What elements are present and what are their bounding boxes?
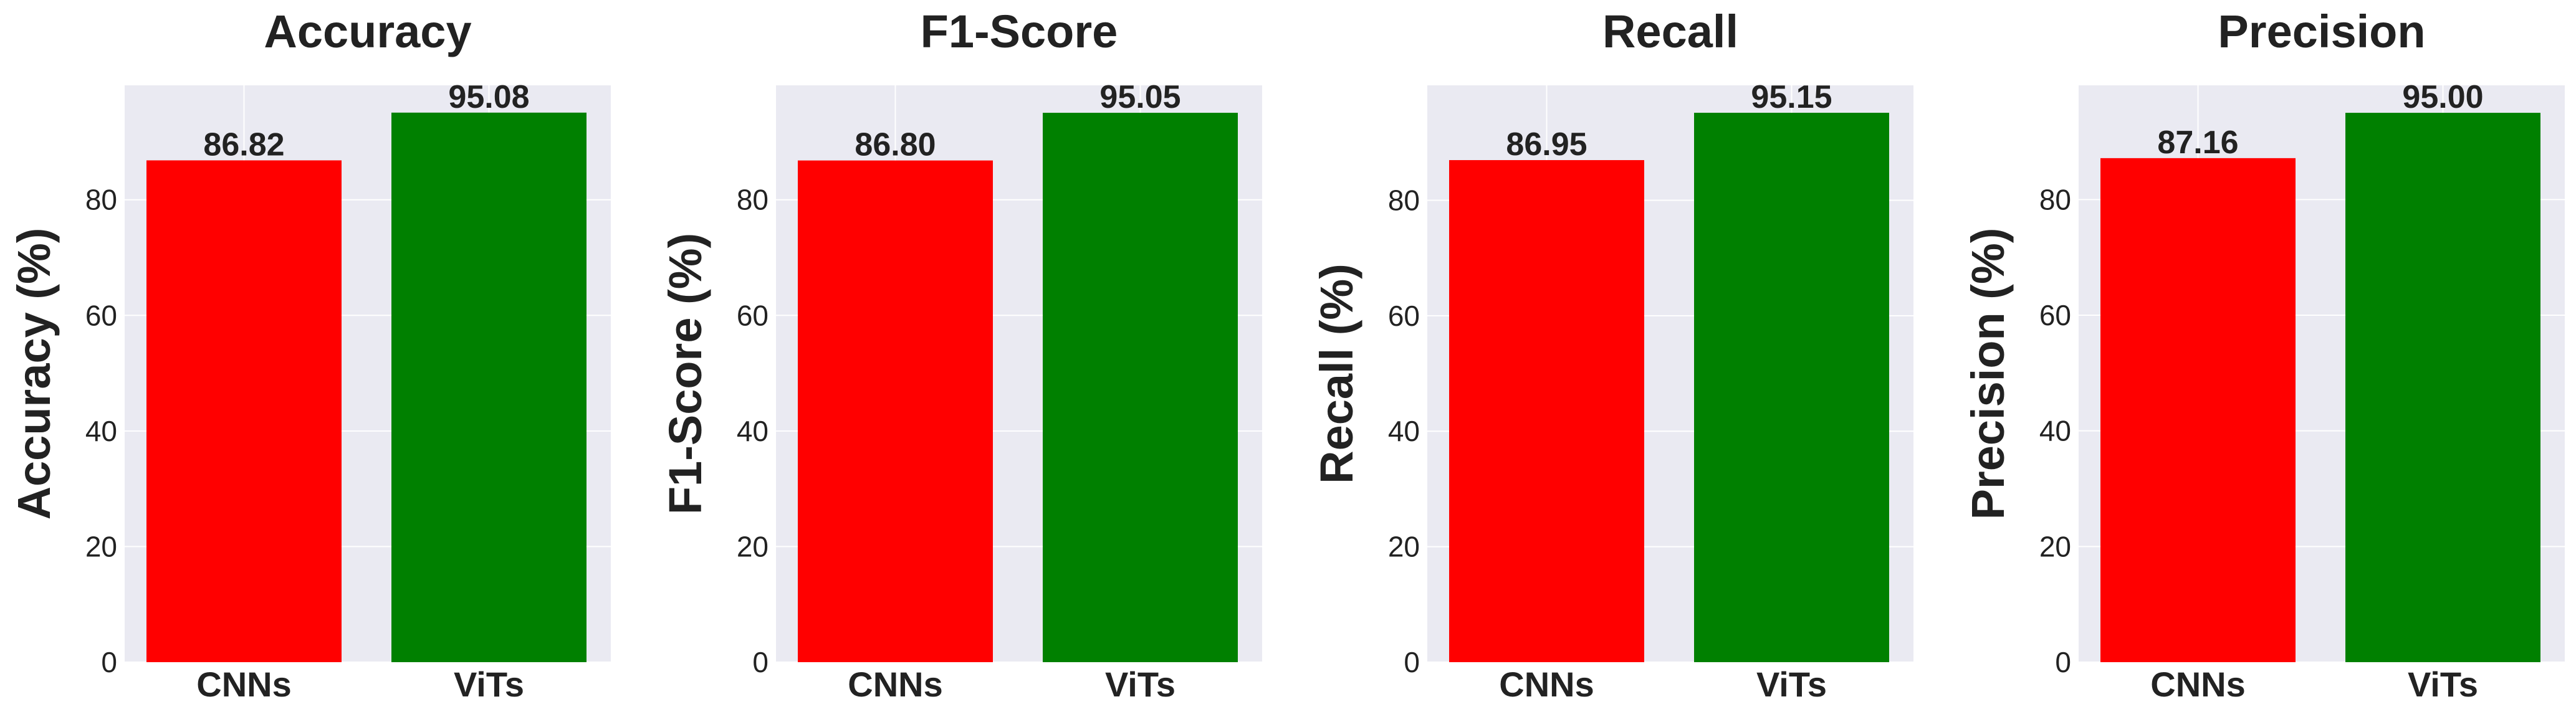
y-tick-label: 60 — [2039, 299, 2071, 331]
y-axis-label: F1-Score (%) — [659, 233, 711, 515]
y-tick-label: 80 — [2039, 183, 2071, 216]
bar-cnns — [2100, 158, 2296, 662]
chart-panel-2: 86.80 95.05 CNNs ViTs 0 20 40 60 80 F1-Score (%) F… — [659, 6, 1262, 704]
bar-vits — [1694, 113, 1889, 662]
value-label: 86.80 — [855, 127, 936, 163]
y-tick-label: 80 — [85, 184, 117, 216]
bar-vits — [391, 112, 587, 662]
y-tick-label: 60 — [737, 299, 768, 331]
y-tick-label: 80 — [737, 184, 768, 216]
value-label: 95.05 — [1099, 79, 1180, 115]
y-axis-label: Precision (%) — [1962, 228, 2014, 520]
y-tick-label: 20 — [737, 530, 768, 562]
x-tick-label: ViTs — [2408, 665, 2478, 704]
bar-cnns — [1449, 160, 1644, 662]
chart-title: Recall — [1602, 6, 1738, 57]
chart-title: F1-Score — [921, 6, 1118, 57]
y-tick-label: 20 — [1388, 531, 1420, 563]
x-tick-label: ViTs — [1756, 665, 1827, 704]
y-tick-label: 40 — [85, 415, 117, 447]
value-label: 86.95 — [1506, 126, 1587, 163]
x-tick-label: ViTs — [454, 665, 524, 704]
bar-vits — [2345, 113, 2540, 663]
chart-panel-1: 86.82 95.08 CNNs ViTs 0 20 40 60 80 Accuracy (%) A… — [8, 6, 611, 704]
y-tick-label: 40 — [1388, 415, 1420, 447]
chart-title: Accuracy — [264, 6, 471, 57]
y-tick-label: 60 — [1388, 300, 1420, 332]
y-tick-label: 20 — [85, 530, 117, 562]
chart-panel-4: 87.16 95.00 CNNs ViTs 0 20 40 60 80 Precision (%)… — [1962, 6, 2565, 704]
y-tick-label: 0 — [2055, 646, 2071, 678]
chart-title: Precision — [2218, 6, 2425, 57]
x-tick-label: ViTs — [1105, 665, 1175, 704]
value-label: 86.82 — [203, 126, 284, 163]
x-tick-label: CNNs — [196, 665, 291, 704]
bar-cnns — [798, 160, 993, 663]
y-tick-label: 0 — [1404, 646, 1420, 678]
y-axis-label: Accuracy (%) — [8, 228, 60, 520]
y-tick-label: 80 — [1388, 184, 1420, 216]
y-tick-label: 0 — [752, 646, 768, 678]
value-label: 87.16 — [2157, 125, 2238, 161]
y-tick-label: 20 — [2039, 530, 2071, 562]
value-label: 95.08 — [448, 79, 529, 115]
x-tick-label: CNNs — [1499, 665, 1594, 704]
value-label: 95.15 — [1751, 79, 1832, 115]
y-tick-label: 60 — [85, 299, 117, 331]
y-tick-label: 40 — [737, 415, 768, 447]
value-label: 95.00 — [2402, 79, 2483, 115]
bar-vits — [1043, 113, 1238, 663]
y-axis-label: Recall (%) — [1311, 263, 1362, 484]
chart-panel-3: 86.95 95.15 CNNs ViTs 0 20 40 60 80 Recall (%) Rec… — [1311, 6, 1913, 704]
bar-cnns — [146, 160, 342, 662]
y-tick-label: 0 — [101, 646, 117, 678]
y-tick-label: 40 — [2039, 415, 2071, 447]
x-tick-label: CNNs — [2150, 665, 2245, 704]
x-tick-label: CNNs — [848, 665, 942, 704]
